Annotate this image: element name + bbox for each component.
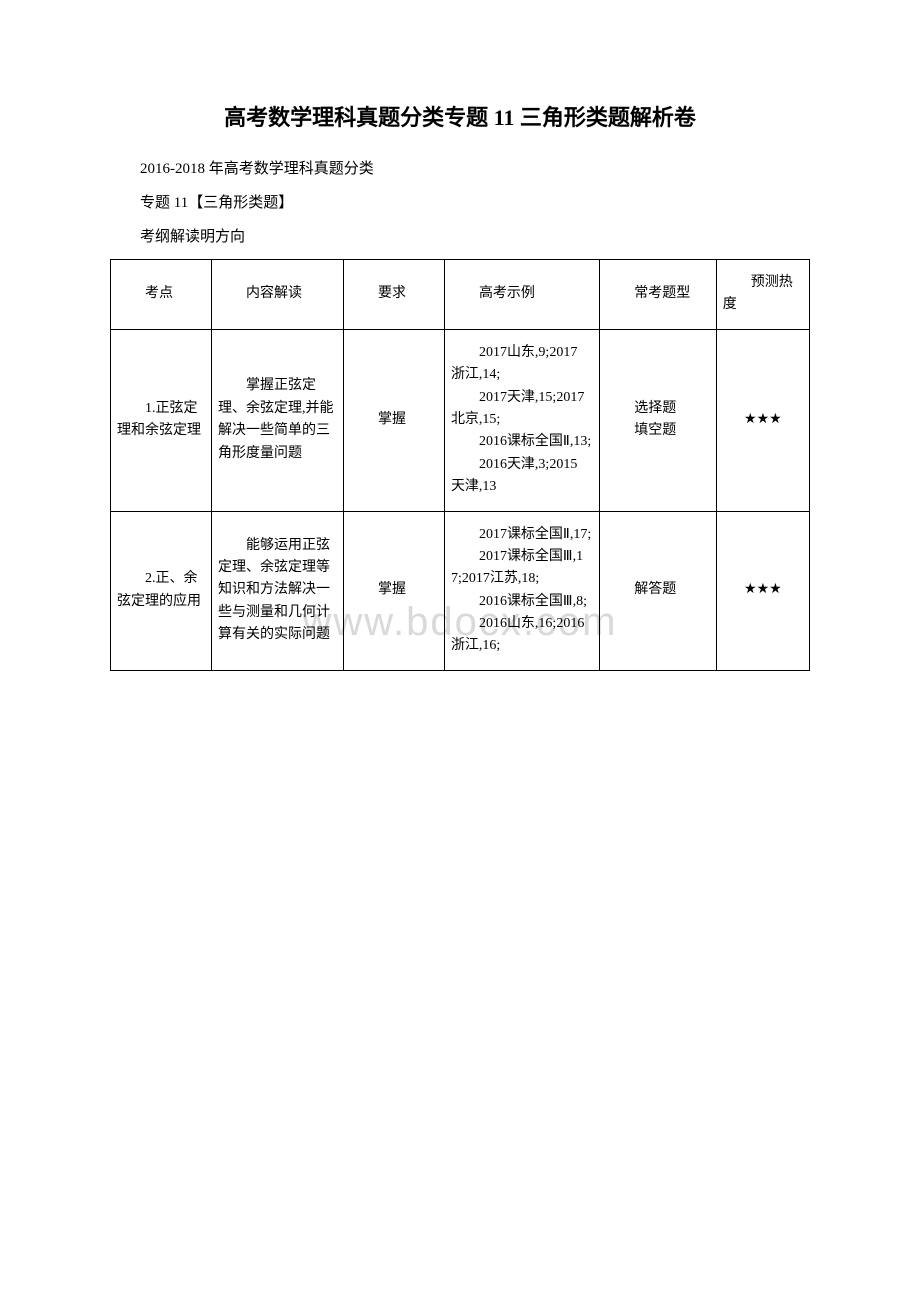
cell-requirement: 掌握 bbox=[343, 329, 444, 511]
cell-heat: ★★★ bbox=[716, 511, 809, 670]
example-item: 2017天津,15;2017北京,15; bbox=[451, 387, 593, 432]
table-row: 1.正弦定理和余弦定理 掌握正弦定理、余弦定理,并能解决一些简单的三角形度量问题… bbox=[111, 329, 810, 511]
header-cell: 常考题型 bbox=[600, 260, 717, 330]
example-item: 2016天津,3;2015 天津,13 bbox=[451, 454, 593, 499]
intro-line-2: 专题 11【三角形类题】 bbox=[110, 191, 810, 215]
table-header-row: 考点 内容解读 要求 高考示例 常考题型 预测热度 bbox=[111, 260, 810, 330]
example-item: 2016山东,16;2016浙江,16; bbox=[451, 613, 593, 658]
header-cell: 预测热度 bbox=[716, 260, 809, 330]
cell-content: 掌握正弦定理、余弦定理,并能解决一些简单的三角形度量问题 bbox=[211, 329, 343, 511]
example-item: 2016课标全国Ⅱ,13; bbox=[451, 431, 593, 453]
cell-examples: 2017课标全国Ⅱ,17; 2017课标全国Ⅲ,17;2017江苏,18; 20… bbox=[444, 511, 599, 670]
exam-table: 考点 内容解读 要求 高考示例 常考题型 预测热度 1.正弦定理和余弦定理 掌握… bbox=[110, 259, 810, 671]
cell-examples: 2017山东,9;2017 浙江,14; 2017天津,15;2017北京,15… bbox=[444, 329, 599, 511]
header-cell: 高考示例 bbox=[444, 260, 599, 330]
cell-requirement: 掌握 bbox=[343, 511, 444, 670]
header-cell: 考点 bbox=[111, 260, 212, 330]
qtype-item: 填空题 bbox=[606, 420, 710, 442]
cell-content: 能够运用正弦定理、余弦定理等知识和方法解决一些与测量和几何计算有关的实际问题 bbox=[211, 511, 343, 670]
cell-question-type: 解答题 bbox=[600, 511, 717, 670]
example-item: 2017课标全国Ⅲ,17;2017江苏,18; bbox=[451, 546, 593, 591]
cell-question-type: 选择题 填空题 bbox=[600, 329, 717, 511]
cell-topic: 2.正、余弦定理的应用 bbox=[111, 511, 212, 670]
intro-line-1: 2016-2018 年高考数学理科真题分类 bbox=[110, 157, 810, 181]
cell-heat: ★★★ bbox=[716, 329, 809, 511]
header-cell: 内容解读 bbox=[211, 260, 343, 330]
qtype-item: 解答题 bbox=[606, 579, 710, 601]
example-item: 2017课标全国Ⅱ,17; bbox=[451, 524, 593, 546]
example-item: 2016课标全国Ⅲ,8; bbox=[451, 591, 593, 613]
header-cell: 要求 bbox=[343, 260, 444, 330]
cell-topic: 1.正弦定理和余弦定理 bbox=[111, 329, 212, 511]
page-title: 高考数学理科真题分类专题 11 三角形类题解析卷 bbox=[110, 100, 810, 132]
table-row: 2.正、余弦定理的应用 能够运用正弦定理、余弦定理等知识和方法解决一些与测量和几… bbox=[111, 511, 810, 670]
intro-line-3: 考纲解读明方向 bbox=[110, 225, 810, 249]
page-content: 高考数学理科真题分类专题 11 三角形类题解析卷 2016-2018 年高考数学… bbox=[110, 100, 810, 671]
example-item: 2017山东,9;2017 浙江,14; bbox=[451, 342, 593, 387]
qtype-item: 选择题 bbox=[606, 398, 710, 420]
